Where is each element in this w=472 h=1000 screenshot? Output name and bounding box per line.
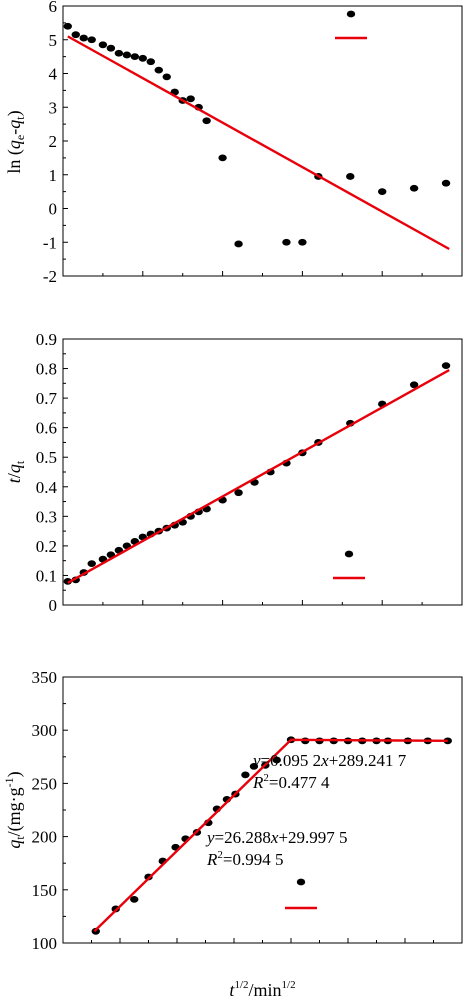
y-tick-label: 0.8 xyxy=(36,360,57,379)
data-point xyxy=(162,73,171,81)
data-point xyxy=(378,188,387,196)
data-point xyxy=(241,771,250,779)
plot-frame xyxy=(62,5,463,277)
fit-line xyxy=(67,368,450,584)
y-tick-label: 2 xyxy=(49,132,58,151)
fit-r-squared: R2=0.994 5 xyxy=(206,849,283,869)
chart-panel-b: 0 0.1 0.2 0.3 0.4 0.5 0.6 0.7 0.8 0.9 t/qt xyxy=(4,330,463,615)
data-point xyxy=(106,44,116,52)
y-tick-label: 200 xyxy=(32,828,58,847)
fit-equation: y=0.095 2x+289.241 7 xyxy=(251,751,407,770)
y-tick-label: 3 xyxy=(49,98,58,117)
y-tick-label: 150 xyxy=(32,881,58,900)
data-point xyxy=(154,66,163,74)
data-point xyxy=(79,34,88,42)
data-point xyxy=(409,184,419,192)
data-point xyxy=(122,51,132,59)
y-tick-label: 0 xyxy=(49,200,58,219)
data-point xyxy=(234,489,243,497)
data-point xyxy=(346,173,355,180)
data-point xyxy=(146,58,155,66)
data-point xyxy=(186,95,195,103)
data-point xyxy=(98,41,108,49)
y-tick-label: 4 xyxy=(49,65,58,84)
y-tick-label: 300 xyxy=(32,721,58,740)
x-axis-label: t1/2/min1/2 xyxy=(229,979,295,1000)
data-point xyxy=(282,238,291,246)
y-tick-label: 0.7 xyxy=(36,389,58,408)
y-tick-label: 0 xyxy=(49,596,58,615)
data-point xyxy=(441,362,451,369)
y-tick-label: 0.3 xyxy=(36,507,57,526)
data-point xyxy=(218,154,227,162)
data-point xyxy=(71,31,80,39)
y-tick-label: 0.2 xyxy=(36,537,57,556)
y-tick-label: 0.9 xyxy=(36,330,57,349)
y-tick-label: 250 xyxy=(32,774,58,793)
chart-panel-a: -2 -1 0 1 2 3 4 5 6 ln (qe-qt) xyxy=(4,0,463,286)
plot-frame xyxy=(62,338,463,606)
y-tick-label: 6 xyxy=(49,0,58,16)
y-tick-label: 0.4 xyxy=(36,478,58,497)
fit-r-squared: R2=0.477 4 xyxy=(252,772,330,792)
data-point xyxy=(87,560,96,568)
chart-panel-c: 100 150 200 250 300 350 t1/2/min1/2 qt/(mg·g-1)… xyxy=(2,668,463,1000)
data-point xyxy=(114,49,124,57)
fit-line xyxy=(67,35,450,251)
y-tick-label: 0.6 xyxy=(36,419,57,438)
legend-point-marker xyxy=(344,550,354,558)
y-axis-label: qt/(mg·g-1) xyxy=(2,771,27,848)
data-point xyxy=(249,762,259,770)
data-point xyxy=(272,756,281,764)
y-axis-label: ln (qe-qt) xyxy=(4,110,27,173)
data-point xyxy=(441,179,451,187)
fit-line xyxy=(93,738,448,933)
y-tick-label: 0.5 xyxy=(36,448,57,467)
y-tick-label: 100 xyxy=(32,934,58,953)
data-point xyxy=(63,577,72,585)
y-tick-label: 0.1 xyxy=(36,566,57,585)
y-tick-label: 1 xyxy=(49,166,58,185)
y-axis-label: t/qt xyxy=(4,460,27,483)
legend-point-marker xyxy=(346,10,356,18)
data-point xyxy=(409,381,419,389)
data-point xyxy=(130,895,139,903)
legend-point-marker xyxy=(296,878,306,886)
data-point xyxy=(234,240,243,248)
data-point xyxy=(202,117,211,125)
data-point xyxy=(130,53,140,61)
data-point xyxy=(87,36,96,44)
data-point xyxy=(63,22,72,30)
data-point xyxy=(298,238,307,246)
y-tick-label: -2 xyxy=(43,267,57,286)
data-point xyxy=(138,54,147,62)
fit-equation: y=26.288x+29.997 5 xyxy=(205,828,348,847)
y-tick-label: 5 xyxy=(49,31,58,50)
y-tick-label: 350 xyxy=(32,668,58,687)
y-tick-label: -1 xyxy=(43,233,57,252)
